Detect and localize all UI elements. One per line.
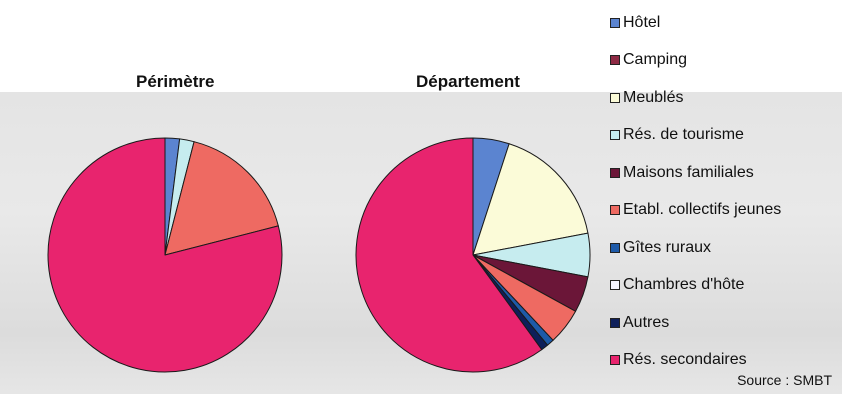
- legend-label: Meublés: [623, 88, 684, 106]
- legend-swatch: [610, 205, 620, 216]
- legend-label: Rés. de tourisme: [623, 126, 744, 144]
- legend-item: Meublés: [610, 79, 781, 117]
- pie-slice: [164, 141, 279, 256]
- legend-swatch: [610, 55, 620, 66]
- legend-label: Etabl. collectifs jeunes: [623, 201, 782, 219]
- pie-title-departement: Département: [416, 72, 520, 91]
- pie-slice: [472, 143, 589, 256]
- legend-item: Hôtel: [610, 4, 781, 42]
- legend-item: Maisons familiales: [610, 154, 781, 192]
- legend-swatch: [610, 17, 620, 28]
- background-top: [0, 0, 842, 92]
- legend-item: Autres: [610, 304, 781, 342]
- pie-slice: [355, 137, 543, 373]
- pie-slice: [47, 137, 283, 373]
- legend: Hôtel Camping Meublés Rés. de tourisme Maiso…: [610, 4, 781, 379]
- pie-title-perimetre: Périmètre: [136, 72, 215, 91]
- legend-item: Chambres d'hôte: [610, 267, 781, 305]
- legend-swatch: [610, 317, 620, 328]
- legend-swatch: [610, 130, 620, 141]
- legend-item: Rés. secondaires: [610, 342, 781, 380]
- legend-label: Hôtel: [623, 13, 661, 31]
- pie-chart-departement: [355, 137, 591, 373]
- legend-label: Chambres d'hôte: [623, 276, 745, 294]
- legend-swatch: [610, 242, 620, 253]
- legend-item: Etabl. collectifs jeunes: [610, 192, 781, 230]
- legend-item: Rés. de tourisme: [610, 117, 781, 155]
- legend-swatch: [610, 167, 620, 178]
- legend-item: Gîtes ruraux: [610, 229, 781, 267]
- legend-swatch: [610, 280, 620, 291]
- legend-label: Camping: [623, 51, 688, 69]
- legend-label: Autres: [623, 313, 670, 331]
- legend-item: Camping: [610, 42, 781, 80]
- legend-swatch: [610, 355, 620, 366]
- legend-label: Gîtes ruraux: [623, 238, 712, 256]
- legend-swatch: [610, 92, 620, 103]
- legend-label: Maisons familiales: [623, 163, 754, 181]
- pie-chart-perimetre: [47, 137, 283, 373]
- source-note: Source : SMBT: [737, 372, 832, 388]
- legend-label: Rés. secondaires: [623, 351, 747, 369]
